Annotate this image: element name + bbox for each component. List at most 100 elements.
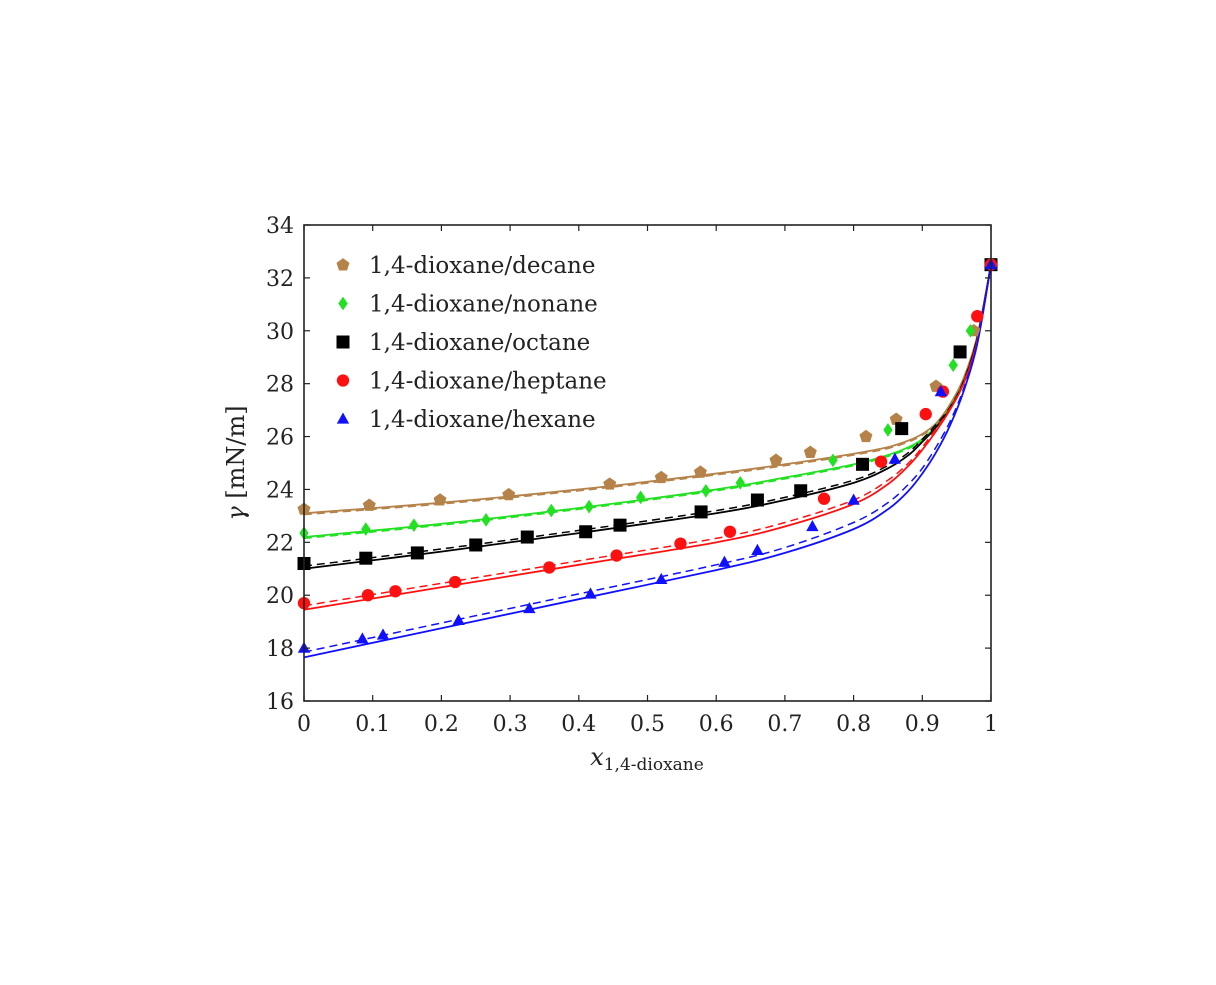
series-line-dashed-1-4-dioxane-hexane (303, 264, 992, 653)
data-point-1-4-dioxane-hexane (376, 628, 390, 640)
legend-label: 1,4-dioxane/heptane (369, 369, 607, 395)
x-tick-label: 1 (984, 712, 998, 737)
data-point-1-4-dioxane-hexane (584, 587, 597, 599)
x-tick-label: 0.3 (493, 712, 528, 737)
x-tick-label: 0 (297, 712, 311, 737)
data-point-1-4-dioxane-decane (502, 487, 516, 501)
data-point-1-4-dioxane-hexane (655, 572, 668, 585)
data-point-1-4-dioxane-heptane (674, 537, 687, 550)
data-point-1-4-dioxane-decane (362, 498, 376, 511)
data-point-1-4-dioxane-hexane (806, 519, 819, 532)
data-point-1-4-dioxane-octane (895, 422, 909, 436)
y-tick-label: 32 (266, 267, 294, 292)
y-tick-label: 18 (266, 637, 294, 662)
x-tick-label: 0.9 (905, 712, 940, 737)
data-point-1-4-dioxane-octane (579, 525, 593, 539)
x-tick-label: 0.1 (355, 712, 390, 737)
data-point-1-4-dioxane-nonane (409, 518, 419, 532)
x-tick-label: 0.5 (630, 712, 665, 737)
data-point-1-4-dioxane-octane (520, 530, 534, 544)
data-point-1-4-dioxane-heptane (723, 525, 737, 538)
data-point-1-4-dioxane-octane (856, 457, 870, 471)
y-tick-label: 34 (266, 214, 294, 239)
data-point-1-4-dioxane-nonane (883, 423, 893, 437)
data-point-1-4-dioxane-hexane (751, 543, 764, 555)
data-point-1-4-dioxane-nonane (546, 503, 556, 518)
legend-label: 1,4-dioxane/decane (369, 253, 596, 279)
data-point-1-4-dioxane-decane (769, 453, 783, 466)
data-point-1-4-dioxane-decane (859, 429, 873, 443)
data-point-1-4-dioxane-heptane (971, 310, 984, 323)
data-point-1-4-dioxane-nonane (361, 522, 371, 536)
x-axis-label-sub: 1,4-dioxane (604, 755, 704, 775)
x-tick-label: 0.2 (424, 712, 459, 737)
y-tick-label: 24 (266, 478, 294, 503)
data-point-1-4-dioxane-decane (889, 412, 903, 425)
model-lines (303, 264, 992, 659)
data-point-1-4-dioxane-octane (750, 493, 764, 507)
y-tick-label: 28 (266, 373, 294, 398)
legend-marker-1-4-dioxane-octane (336, 335, 350, 349)
data-point-1-4-dioxane-nonane (635, 490, 646, 505)
y-tick-label: 22 (266, 531, 294, 556)
y-axis-label-base: γ (222, 506, 250, 521)
legend-label: 1,4-dioxane/octane (369, 330, 590, 356)
y-axis-label-unit: [mN/m] (222, 405, 250, 506)
series-line-dashed-1-4-dioxane-octane (303, 264, 992, 567)
data-point-1-4-dioxane-decane (603, 477, 617, 490)
legend-marker-1-4-dioxane-decane (336, 258, 350, 271)
data-point-1-4-dioxane-nonane (584, 499, 594, 514)
legend-marker-1-4-dioxane-hexane (336, 412, 350, 424)
series-line-dashed-1-4-dioxane-decane (303, 264, 992, 516)
data-point-1-4-dioxane-hexane (888, 452, 901, 464)
data-points (297, 257, 998, 653)
data-point-1-4-dioxane-nonane (948, 358, 958, 372)
x-tick-label: 0.7 (767, 712, 802, 737)
data-point-1-4-dioxane-octane (794, 484, 808, 498)
data-point-1-4-dioxane-heptane (919, 407, 932, 421)
x-axis-label-base: x (590, 743, 604, 771)
y-tick-label: 26 (266, 426, 294, 451)
y-tick-label: 30 (266, 320, 294, 345)
data-point-1-4-dioxane-heptane (543, 561, 556, 574)
y-tick-label: 20 (266, 584, 294, 609)
y-tick-label: 16 (266, 690, 294, 715)
data-point-1-4-dioxane-nonane (701, 483, 711, 498)
axis-ticks: 0 0.1 0.2 0.3 0.4 0.5 0.6 0.7 0.8 0.9 1 16 18 20 22 24 2… (266, 214, 998, 737)
data-point-1-4-dioxane-octane (694, 505, 708, 519)
data-point-1-4-dioxane-heptane (817, 492, 831, 505)
legend-label: 1,4-dioxane/nonane (369, 292, 598, 318)
x-tick-label: 0.8 (836, 712, 871, 737)
data-point-1-4-dioxane-octane (469, 538, 483, 552)
legend-marker-1-4-dioxane-heptane (336, 374, 350, 387)
data-point-1-4-dioxane-hexane (523, 601, 536, 614)
legend: 1,4-dioxane/decane 1,4-dioxane/nonane 1,4-… (336, 253, 607, 433)
x-tick-label: 0.4 (561, 712, 596, 737)
data-point-1-4-dioxane-nonane (735, 476, 745, 490)
legend-marker-1-4-dioxane-nonane (338, 296, 348, 311)
data-point-1-4-dioxane-heptane (874, 455, 888, 468)
x-tick-label: 0.6 (699, 712, 734, 737)
data-point-1-4-dioxane-heptane (389, 585, 402, 598)
data-point-1-4-dioxane-hexane (356, 632, 369, 644)
data-point-1-4-dioxane-octane (410, 546, 424, 560)
data-point-1-4-dioxane-heptane (448, 575, 462, 589)
data-point-1-4-dioxane-nonane (828, 453, 838, 468)
data-point-1-4-dioxane-decane (803, 445, 817, 458)
series-line-solid-1-4-dioxane-hexane (303, 264, 992, 659)
y-axis-label: γ [mN/m] (222, 405, 250, 520)
x-axis-label: x1,4-dioxane (590, 743, 704, 775)
data-point-1-4-dioxane-decane (433, 493, 447, 506)
legend-label: 1,4-dioxane/hexane (369, 407, 596, 433)
data-point-1-4-dioxane-hexane (847, 493, 860, 505)
series-line-solid-1-4-dioxane-decane (303, 264, 992, 515)
data-point-1-4-dioxane-hexane (934, 385, 948, 397)
data-point-1-4-dioxane-heptane (361, 589, 375, 602)
series-line-dashed-1-4-dioxane-heptane (303, 264, 992, 607)
data-point-1-4-dioxane-hexane (718, 555, 731, 567)
data-point-1-4-dioxane-octane (613, 518, 627, 532)
data-point-1-4-dioxane-hexane (452, 613, 465, 626)
data-point-1-4-dioxane-decane (693, 465, 707, 478)
data-point-1-4-dioxane-octane (953, 345, 967, 359)
